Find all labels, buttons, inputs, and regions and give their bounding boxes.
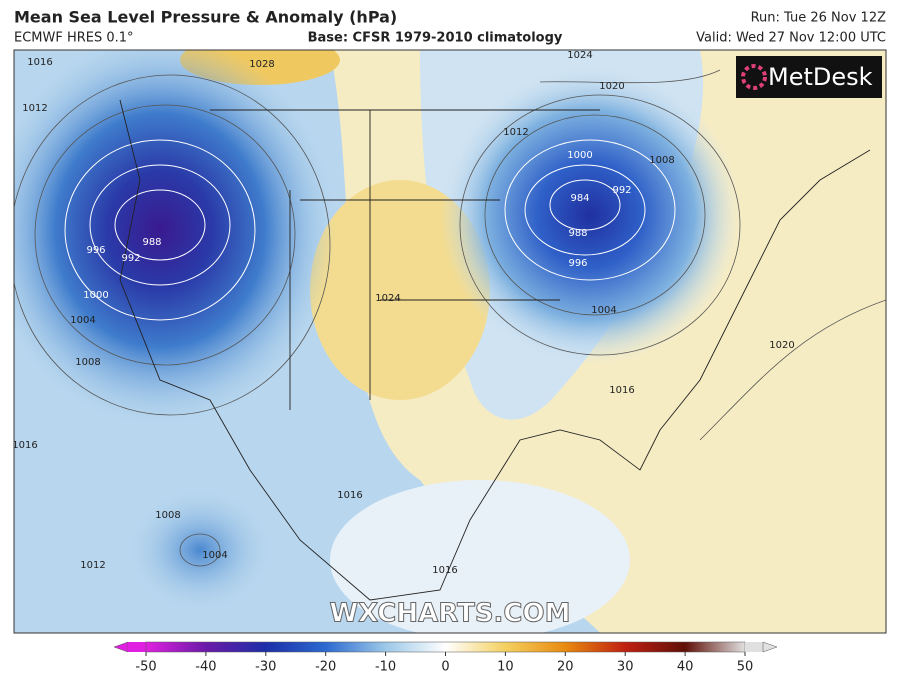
isobar-label: 1004: [591, 305, 616, 316]
map-frame: [13, 49, 887, 634]
colorbar-tick-label: 50: [737, 660, 754, 675]
colorbar-tick-label: -20: [315, 660, 336, 675]
logo: MetDesk: [768, 63, 873, 91]
map: MetDesk WXCHARTS.COM 1016 1012 1028 1024 102…: [12, 50, 886, 633]
isobar-label: 992: [121, 253, 140, 264]
isobar-label: 1012: [22, 103, 47, 114]
colorbar-tick-label: 40: [677, 660, 694, 675]
title: Mean Sea Level Pressure & Anomaly (hPa): [14, 8, 397, 27]
colorbar-tick-label: 20: [557, 660, 574, 675]
colorbar-tick-label: -40: [195, 660, 216, 675]
isobar-label: 1020: [599, 81, 624, 92]
colorbar-tick-label: 10: [497, 660, 514, 675]
low-pacific: [130, 490, 270, 610]
isobar-label: 996: [86, 245, 105, 256]
isobar-label: 1024: [567, 50, 592, 61]
isobar-labels: 1016101210281024102010121008100098499298…: [12, 50, 795, 576]
colorbar-tick-label: -10: [375, 660, 396, 675]
isobar-label: 1016: [27, 57, 52, 68]
isobar-label: 1008: [75, 357, 100, 368]
colorbar-left-ext: [128, 642, 146, 652]
colorbar-arrow-high: [762, 641, 778, 653]
colorbar-tick-label: -30: [255, 660, 276, 675]
colorbar: -50 -40 -30 -20 -10 0 10 20 30 40 50: [113, 641, 778, 675]
isobar-label: 1012: [80, 560, 105, 571]
isobar-label: 1028: [249, 59, 274, 70]
low-east: [440, 65, 740, 365]
isobars: [14, 69, 886, 567]
isobar-label: 996: [568, 258, 587, 269]
run: Run: Tue 26 Nov 12Z: [751, 11, 886, 26]
isobars-inner: [64, 139, 676, 321]
isobar-label: 1004: [70, 315, 95, 326]
isobar-label: 988: [568, 228, 587, 239]
isobar-label: 1016: [337, 490, 362, 501]
isobar-label: 992: [612, 185, 631, 196]
colorbar-tick-label: -50: [135, 660, 156, 675]
logo-box: [736, 56, 882, 98]
colorbar-tick-label: 30: [617, 660, 634, 675]
isobar-label: 1000: [83, 290, 108, 301]
isobar-label: 1004: [202, 550, 227, 561]
colorbar-bar: [145, 641, 746, 653]
base: Base: CFSR 1979-2010 climatology: [308, 31, 563, 46]
isobar-label: 1008: [155, 510, 180, 521]
isobar-label: 1000: [567, 150, 592, 161]
isobar-label: 1016: [609, 385, 634, 396]
valid: Valid: Wed 27 Nov 12:00 UTC: [696, 31, 886, 46]
colorbar-arrow-low: [113, 641, 129, 653]
logo-icon: [741, 64, 767, 90]
colorbar-right-ext: [745, 642, 763, 652]
coastlines: [119, 99, 871, 601]
isobar-label: 1008: [649, 155, 674, 166]
model: ECMWF HRES 0.1°: [14, 31, 134, 46]
isobar-label: 1020: [769, 340, 794, 351]
watermark: WXCHARTS.COM: [329, 599, 570, 629]
isobar-label: 984: [570, 193, 589, 204]
isobar-label: 988: [142, 237, 161, 248]
isobar-label: 1016: [432, 565, 457, 576]
low-west: [14, 50, 335, 425]
isobar-label: 1024: [375, 293, 400, 304]
colorbar-tick-label: 0: [441, 660, 449, 675]
isobar-label: 1016: [12, 440, 37, 451]
isobar-label: 1012: [503, 127, 528, 138]
